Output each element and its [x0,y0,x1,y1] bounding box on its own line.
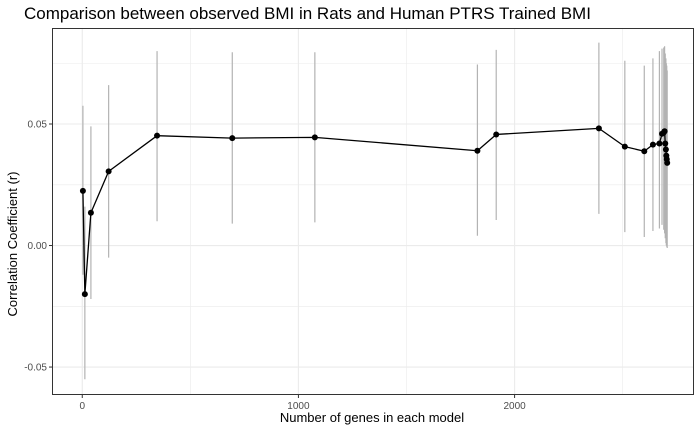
y-tick-label: 0.00 [28,241,48,252]
data-point [662,146,669,153]
data-point [154,132,161,139]
data-point [662,140,669,147]
data-point [493,131,500,138]
series-line-group [82,127,668,295]
data-point [656,140,663,147]
data-point [661,128,668,135]
series-line [82,127,668,295]
data-point [87,209,94,216]
data-point [311,134,318,141]
x-axis-ticks: 0 1000 2000 [79,395,526,412]
y-tick-label: 0.05 [28,120,48,131]
x-tick-label: 0 [79,401,85,412]
grid-minor [52,28,694,395]
panel-border [52,28,694,395]
y-axis-ticks: -0.05 0.00 0.05 [24,120,52,374]
data-point [641,148,648,155]
plot-panel [52,28,694,395]
x-tick-label: 2000 [503,401,526,412]
data-point [81,291,88,298]
grid-major [52,28,694,395]
x-tick-label: 1000 [287,401,310,412]
y-axis-label: Correlation Coefficient (r) [5,172,20,317]
data-point [664,159,671,166]
data-point [621,143,628,150]
data-point [649,141,656,148]
data-point [79,187,86,194]
x-axis-label: Number of genes in each model [280,410,464,425]
data-point [474,147,481,154]
y-tick-label: -0.05 [24,363,47,374]
data-point [229,135,236,142]
data-point [105,168,112,175]
chart-title: Comparison between observed BMI in Rats … [24,4,591,23]
data-points [79,125,671,298]
data-point [595,125,602,132]
